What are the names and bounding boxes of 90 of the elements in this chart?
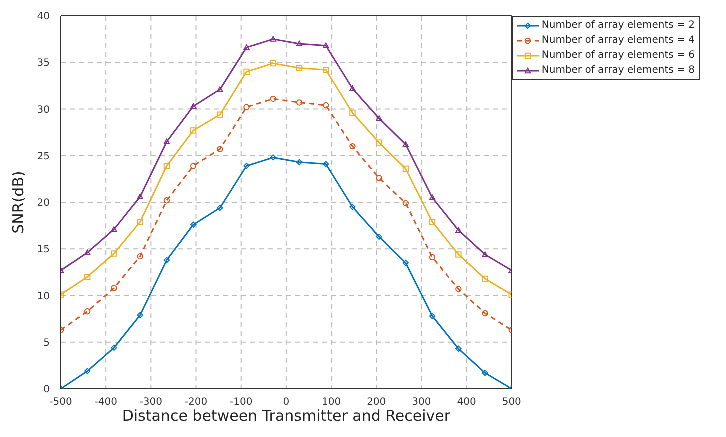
- point: [164, 198, 170, 204]
- legend-label: Number of array elements = 2: [542, 20, 695, 31]
- x-tick-label: -500: [50, 397, 72, 408]
- point: [350, 143, 356, 150]
- point: [296, 40, 303, 47]
- point: [164, 257, 170, 264]
- y-tick-label: 40: [37, 12, 50, 23]
- point: [296, 65, 303, 72]
- point: [84, 274, 91, 280]
- point: [429, 254, 436, 261]
- x-tick-label: 100: [322, 397, 342, 408]
- point: [429, 313, 436, 320]
- y-tick-label: 20: [37, 198, 50, 210]
- x-tick-label: 400: [457, 397, 476, 408]
- x-tick-label: -100: [230, 397, 253, 408]
- point: [376, 175, 382, 182]
- point: [350, 86, 356, 92]
- point: [270, 36, 276, 42]
- point: [323, 66, 330, 74]
- point: [482, 310, 488, 317]
- point: [111, 250, 118, 257]
- y-axis-title: SNR(dB): [9, 171, 28, 234]
- y-tick-label: 35: [37, 58, 50, 70]
- point: [402, 142, 410, 148]
- point: [456, 252, 462, 258]
- point: [402, 200, 410, 207]
- point: [190, 103, 197, 110]
- x-tick-label: -400: [94, 397, 118, 408]
- point: [137, 253, 144, 260]
- point: [323, 161, 330, 168]
- legend-label: Number of array elements = 6: [542, 50, 695, 61]
- point: [270, 60, 276, 67]
- y-tick-label: 0: [44, 384, 50, 396]
- point: [350, 110, 356, 116]
- point: [296, 159, 303, 166]
- point: [164, 138, 170, 144]
- x-tick-label: 300: [412, 397, 432, 408]
- point: [84, 308, 91, 315]
- x-tick-label: -300: [140, 397, 163, 408]
- point: [217, 86, 224, 92]
- point: [244, 44, 250, 50]
- point: [482, 252, 488, 258]
- x-axis-title: Distance between Transmitter and Receiver: [122, 407, 452, 425]
- y-tick-label: 5: [44, 338, 50, 349]
- point: [323, 42, 330, 48]
- point: [376, 140, 382, 146]
- y-tick-label: 30: [37, 104, 50, 116]
- point: [270, 96, 276, 102]
- x-tick-label: 0: [283, 397, 290, 408]
- point: [402, 260, 410, 266]
- point: [190, 163, 197, 170]
- point: [111, 226, 118, 232]
- point: [217, 204, 224, 212]
- point: [456, 346, 462, 352]
- point: [323, 102, 330, 109]
- point: [456, 227, 462, 234]
- x-tick-label: 500: [502, 397, 522, 408]
- point: [111, 344, 118, 352]
- point: [244, 163, 250, 170]
- point: [190, 128, 197, 134]
- point: [402, 166, 410, 172]
- point: [217, 112, 224, 118]
- point: [376, 234, 382, 240]
- y-tick-label: 10: [37, 291, 50, 302]
- point: [111, 285, 118, 292]
- point: [137, 194, 144, 200]
- point: [137, 312, 144, 318]
- y-tick-label: 25: [37, 151, 50, 162]
- legend-label: Number of array elements = 8: [542, 65, 695, 76]
- legend-label: Number of array elements = 4: [542, 35, 695, 46]
- point: [270, 154, 276, 161]
- point: [376, 115, 382, 122]
- point: [456, 286, 462, 292]
- point: [244, 104, 250, 110]
- point: [164, 163, 170, 170]
- point: [350, 204, 356, 210]
- point: [217, 146, 224, 152]
- y-tick-label: 15: [37, 244, 50, 256]
- point: [84, 250, 91, 256]
- point: [296, 100, 303, 106]
- x-tick-label: -200: [184, 397, 208, 408]
- point: [429, 194, 436, 200]
- point: [244, 68, 250, 76]
- point: [137, 218, 144, 226]
- point: [482, 276, 488, 282]
- point: [429, 218, 436, 226]
- x-tick-label: 200: [367, 397, 386, 408]
- point: [482, 370, 488, 376]
- point: [84, 368, 91, 374]
- point: [190, 222, 197, 228]
